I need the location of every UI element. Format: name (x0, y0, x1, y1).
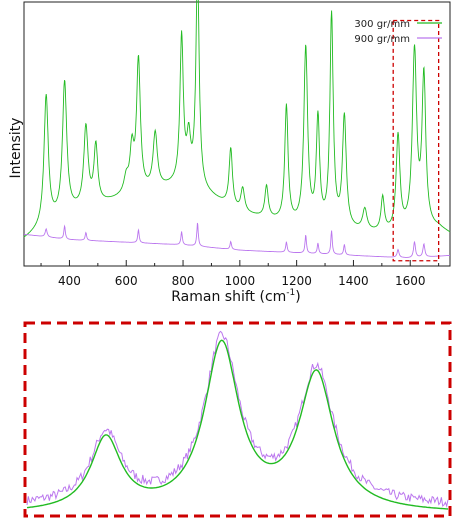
top-plot-series (23, 0, 451, 258)
top-plot-frame (23, 1, 451, 267)
top-x-axis: 400 600 800 1000 1200 1400 1600 (40, 260, 440, 288)
x-axis-label: Raman shift (cm-1) (171, 288, 300, 305)
zoom-plot-series (26, 330, 449, 510)
series-line-900-gr-mm (24, 222, 450, 258)
highlight-region (392, 19, 440, 262)
legend-label-900: 900 gr/mm (354, 34, 410, 45)
x-tick-label: 1400 (338, 274, 369, 288)
legend: 300 gr/mm 900 gr/mm (354, 19, 442, 45)
x-tick-label: 1000 (225, 274, 256, 288)
x-axis-label-close: ) (295, 289, 300, 305)
y-axis-label: Intensity (8, 118, 24, 179)
zoom-series-900-line (26, 330, 449, 508)
x-axis-label-main: Raman shift (cm (171, 289, 286, 305)
x-tick-label: 800 (172, 274, 195, 288)
x-tick-label: 1600 (395, 274, 426, 288)
zoom-frame (23, 321, 452, 518)
x-tick-label: 600 (115, 274, 138, 288)
series-line-300-gr-mm (23, 0, 451, 238)
x-tick-label: 1200 (281, 274, 312, 288)
x-tick-label: 400 (58, 274, 81, 288)
zoom-series-300-line (26, 339, 449, 510)
x-axis-label-sup: -1 (286, 288, 295, 298)
legend-label-300: 300 gr/mm (354, 19, 410, 30)
